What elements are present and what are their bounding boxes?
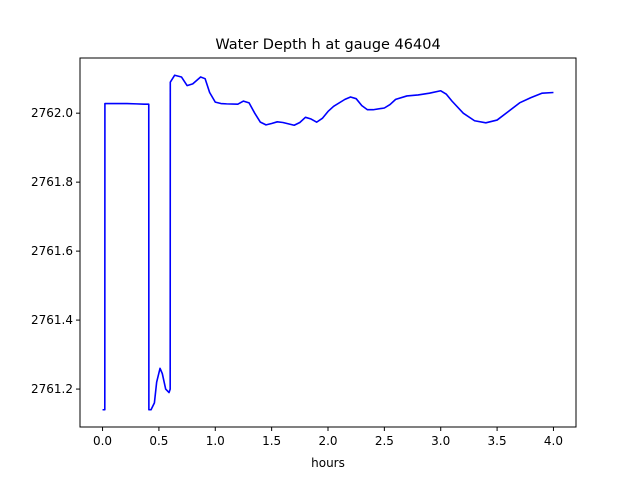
x-tick-label: 3.5 xyxy=(488,434,507,448)
y-axis: 2761.2 2761.4 2761.6 2761.8 2762.0 xyxy=(31,106,80,396)
y-tick-label: 2762.0 xyxy=(31,106,73,120)
x-tick-label: 2.5 xyxy=(375,434,394,448)
axes-frame xyxy=(79,57,577,428)
x-tick-label: 1.5 xyxy=(262,434,281,448)
y-tick-label: 2761.2 xyxy=(31,382,73,396)
x-axis-label: hours xyxy=(311,456,345,470)
x-axis: 0.0 0.5 1.0 1.5 2.0 2.5 3.0 3.5 4.0 xyxy=(93,427,563,448)
x-tick-label: 2.0 xyxy=(318,434,337,448)
series-line xyxy=(102,74,554,411)
x-tick-label: 3.0 xyxy=(431,434,450,448)
chart-title: Water Depth h at gauge 46404 xyxy=(215,37,440,53)
x-tick-label: 4.0 xyxy=(544,434,563,448)
y-tick-label: 2761.6 xyxy=(31,244,73,258)
x-tick-label: 0.5 xyxy=(149,434,168,448)
y-tick-label: 2761.4 xyxy=(31,313,73,327)
x-tick-label: 0.0 xyxy=(93,434,112,448)
y-tick-label: 2761.8 xyxy=(31,175,73,189)
plot-area xyxy=(102,74,554,411)
x-tick-label: 1.0 xyxy=(206,434,225,448)
